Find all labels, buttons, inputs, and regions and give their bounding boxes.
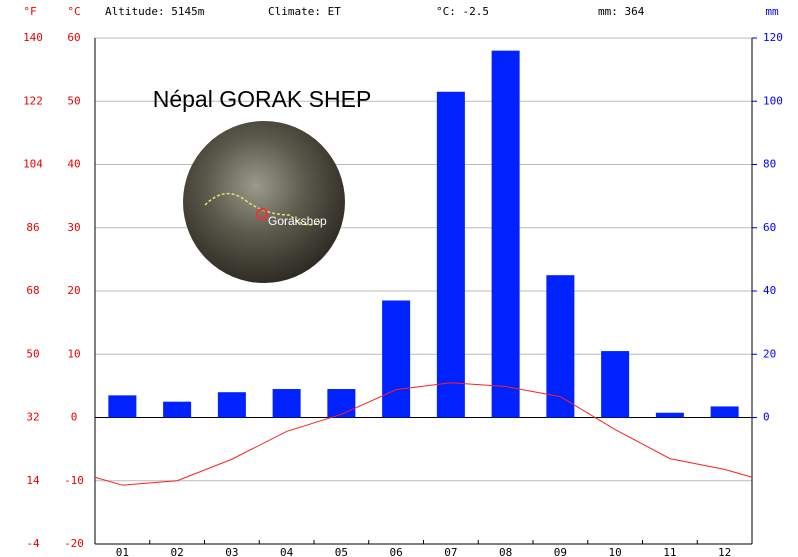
bar: [601, 351, 629, 417]
bar: [711, 406, 739, 417]
f-tick-label: 32: [26, 411, 39, 424]
y-tick-label: -20: [64, 537, 84, 550]
bar: [273, 389, 301, 417]
y2-tick-label: 20: [763, 347, 776, 360]
temperature-line: [95, 383, 752, 485]
bar: [218, 392, 246, 417]
x-tick-label: 06: [390, 546, 403, 557]
mean-temp: °C: -2.5: [436, 5, 489, 18]
f-tick-label: 104: [23, 158, 43, 171]
y2-tick-label: 80: [763, 158, 776, 171]
climate: Climate: ET: [268, 5, 341, 18]
unit-c: °C: [67, 5, 80, 18]
y-tick-label: 20: [67, 284, 80, 297]
x-tick-label: 11: [663, 546, 676, 557]
x-tick-label: 05: [335, 546, 348, 557]
x-tick-label: 08: [499, 546, 512, 557]
y2-tick-label: 0: [763, 411, 770, 424]
f-tick-label: 68: [26, 284, 39, 297]
f-tick-label: -4: [26, 537, 40, 550]
x-tick-label: 07: [444, 546, 457, 557]
f-tick-label: 14: [26, 474, 40, 487]
x-tick-label: 02: [171, 546, 184, 557]
f-tick-label: 140: [23, 31, 43, 44]
y2-tick-label: 40: [763, 284, 776, 297]
altitude: Altitude: 5145m: [105, 5, 205, 18]
x-tick-label: 09: [554, 546, 567, 557]
y-tick-label: 30: [67, 221, 80, 234]
y-tick-label: 50: [67, 94, 80, 107]
f-tick-label: 86: [26, 221, 39, 234]
y2-tick-label: 120: [763, 31, 783, 44]
total-precip: mm: 364: [598, 5, 645, 18]
bar: [437, 92, 465, 418]
bar: [108, 395, 136, 417]
bar: [382, 300, 410, 417]
bar: [327, 389, 355, 417]
bar: [492, 51, 520, 418]
x-tick-label: 04: [280, 546, 294, 557]
bar: [656, 413, 684, 418]
x-tick-label: 10: [609, 546, 622, 557]
bar: [163, 402, 191, 418]
y-tick-label: 40: [67, 158, 80, 171]
y2-tick-label: 60: [763, 221, 776, 234]
x-tick-label: 12: [718, 546, 731, 557]
y-tick-label: -10: [64, 474, 84, 487]
unit-f: °F: [23, 5, 36, 18]
map-label: Gorakshep: [268, 214, 327, 228]
y-tick-label: 10: [67, 347, 80, 360]
map-image: [183, 121, 345, 283]
chart-title: Népal GORAK SHEP: [153, 86, 372, 112]
f-tick-label: 50: [26, 347, 39, 360]
x-tick-label: 01: [116, 546, 129, 557]
unit-mm: mm: [765, 5, 779, 18]
y-tick-label: 0: [71, 411, 78, 424]
y-tick-label: 60: [67, 31, 80, 44]
x-tick-label: 03: [225, 546, 238, 557]
f-tick-label: 122: [23, 94, 43, 107]
chart: °F °C Altitude: 5145m Climate: ET °C: -2…: [0, 0, 798, 557]
y2-tick-label: 100: [763, 94, 783, 107]
